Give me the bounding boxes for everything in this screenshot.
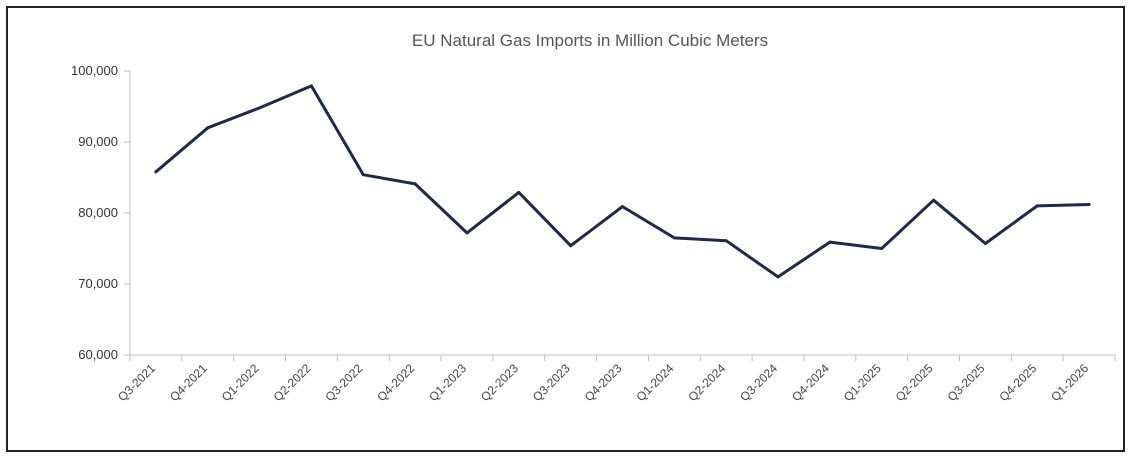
data-point <box>828 240 832 244</box>
x-axis: Q3-2021 Q4-2021 Q1-2022 Q2-2022 Q3-2022 Q4-20… <box>115 354 1116 404</box>
x-tick-label: Q2-2024 <box>685 361 728 404</box>
x-tick-label: Q3-2023 <box>530 361 573 404</box>
x-tick-label: Q2-2022 <box>271 361 314 404</box>
x-tick-label: Q4-2024 <box>789 361 832 404</box>
data-point <box>880 247 884 250</box>
x-tick-label: Q4-2023 <box>582 361 625 404</box>
chart-title: EU Natural Gas Imports in Million Cubic … <box>412 31 768 50</box>
x-tick-label: Q4-2021 <box>167 361 210 404</box>
data-point <box>776 275 780 279</box>
data-point <box>932 198 936 202</box>
y-tick-label: 70,000 <box>78 276 118 291</box>
x-tick-label: Q1-2024 <box>634 361 677 404</box>
x-tick-label: Q4-2025 <box>996 361 1039 404</box>
x-tick-label: Q2-2023 <box>478 361 521 404</box>
data-point <box>258 106 262 110</box>
y-tick-label: 100,000 <box>71 63 118 78</box>
x-tick-label: Q2-2025 <box>893 361 936 404</box>
data-point <box>413 182 417 186</box>
y-axis: 60,000 70,000 80,000 90,000 100,000 <box>71 63 131 362</box>
data-point <box>983 242 987 245</box>
data-point <box>672 236 676 240</box>
data-point <box>206 126 210 130</box>
x-tick-label: Q3-2025 <box>945 361 988 404</box>
data-point <box>724 239 728 243</box>
y-tick-label: 60,000 <box>78 347 118 362</box>
data-point <box>465 231 469 235</box>
x-tick-label: Q1-2026 <box>1048 361 1091 404</box>
data-point <box>361 173 365 177</box>
chart-frame <box>6 6 1125 452</box>
y-tick-label: 80,000 <box>78 205 118 220</box>
data-point <box>569 244 573 248</box>
x-tick-label: Q3-2022 <box>322 361 365 404</box>
data-point <box>621 205 624 209</box>
data-point <box>517 190 521 194</box>
x-tick-label: Q1-2025 <box>841 361 884 404</box>
x-tick-label: Q3-2024 <box>737 361 780 404</box>
x-tick-label: Q1-2023 <box>426 361 469 404</box>
data-point <box>154 170 158 174</box>
data-point <box>1087 203 1091 206</box>
series-line <box>154 84 1091 279</box>
x-tick-label: Q1-2022 <box>219 361 262 404</box>
x-tick-label: Q3-2021 <box>115 361 158 404</box>
y-tick-label: 90,000 <box>78 134 118 149</box>
series-group <box>154 84 1091 279</box>
data-point <box>1035 204 1039 208</box>
x-tick-label: Q4-2022 <box>374 361 417 404</box>
data-point <box>309 84 313 88</box>
